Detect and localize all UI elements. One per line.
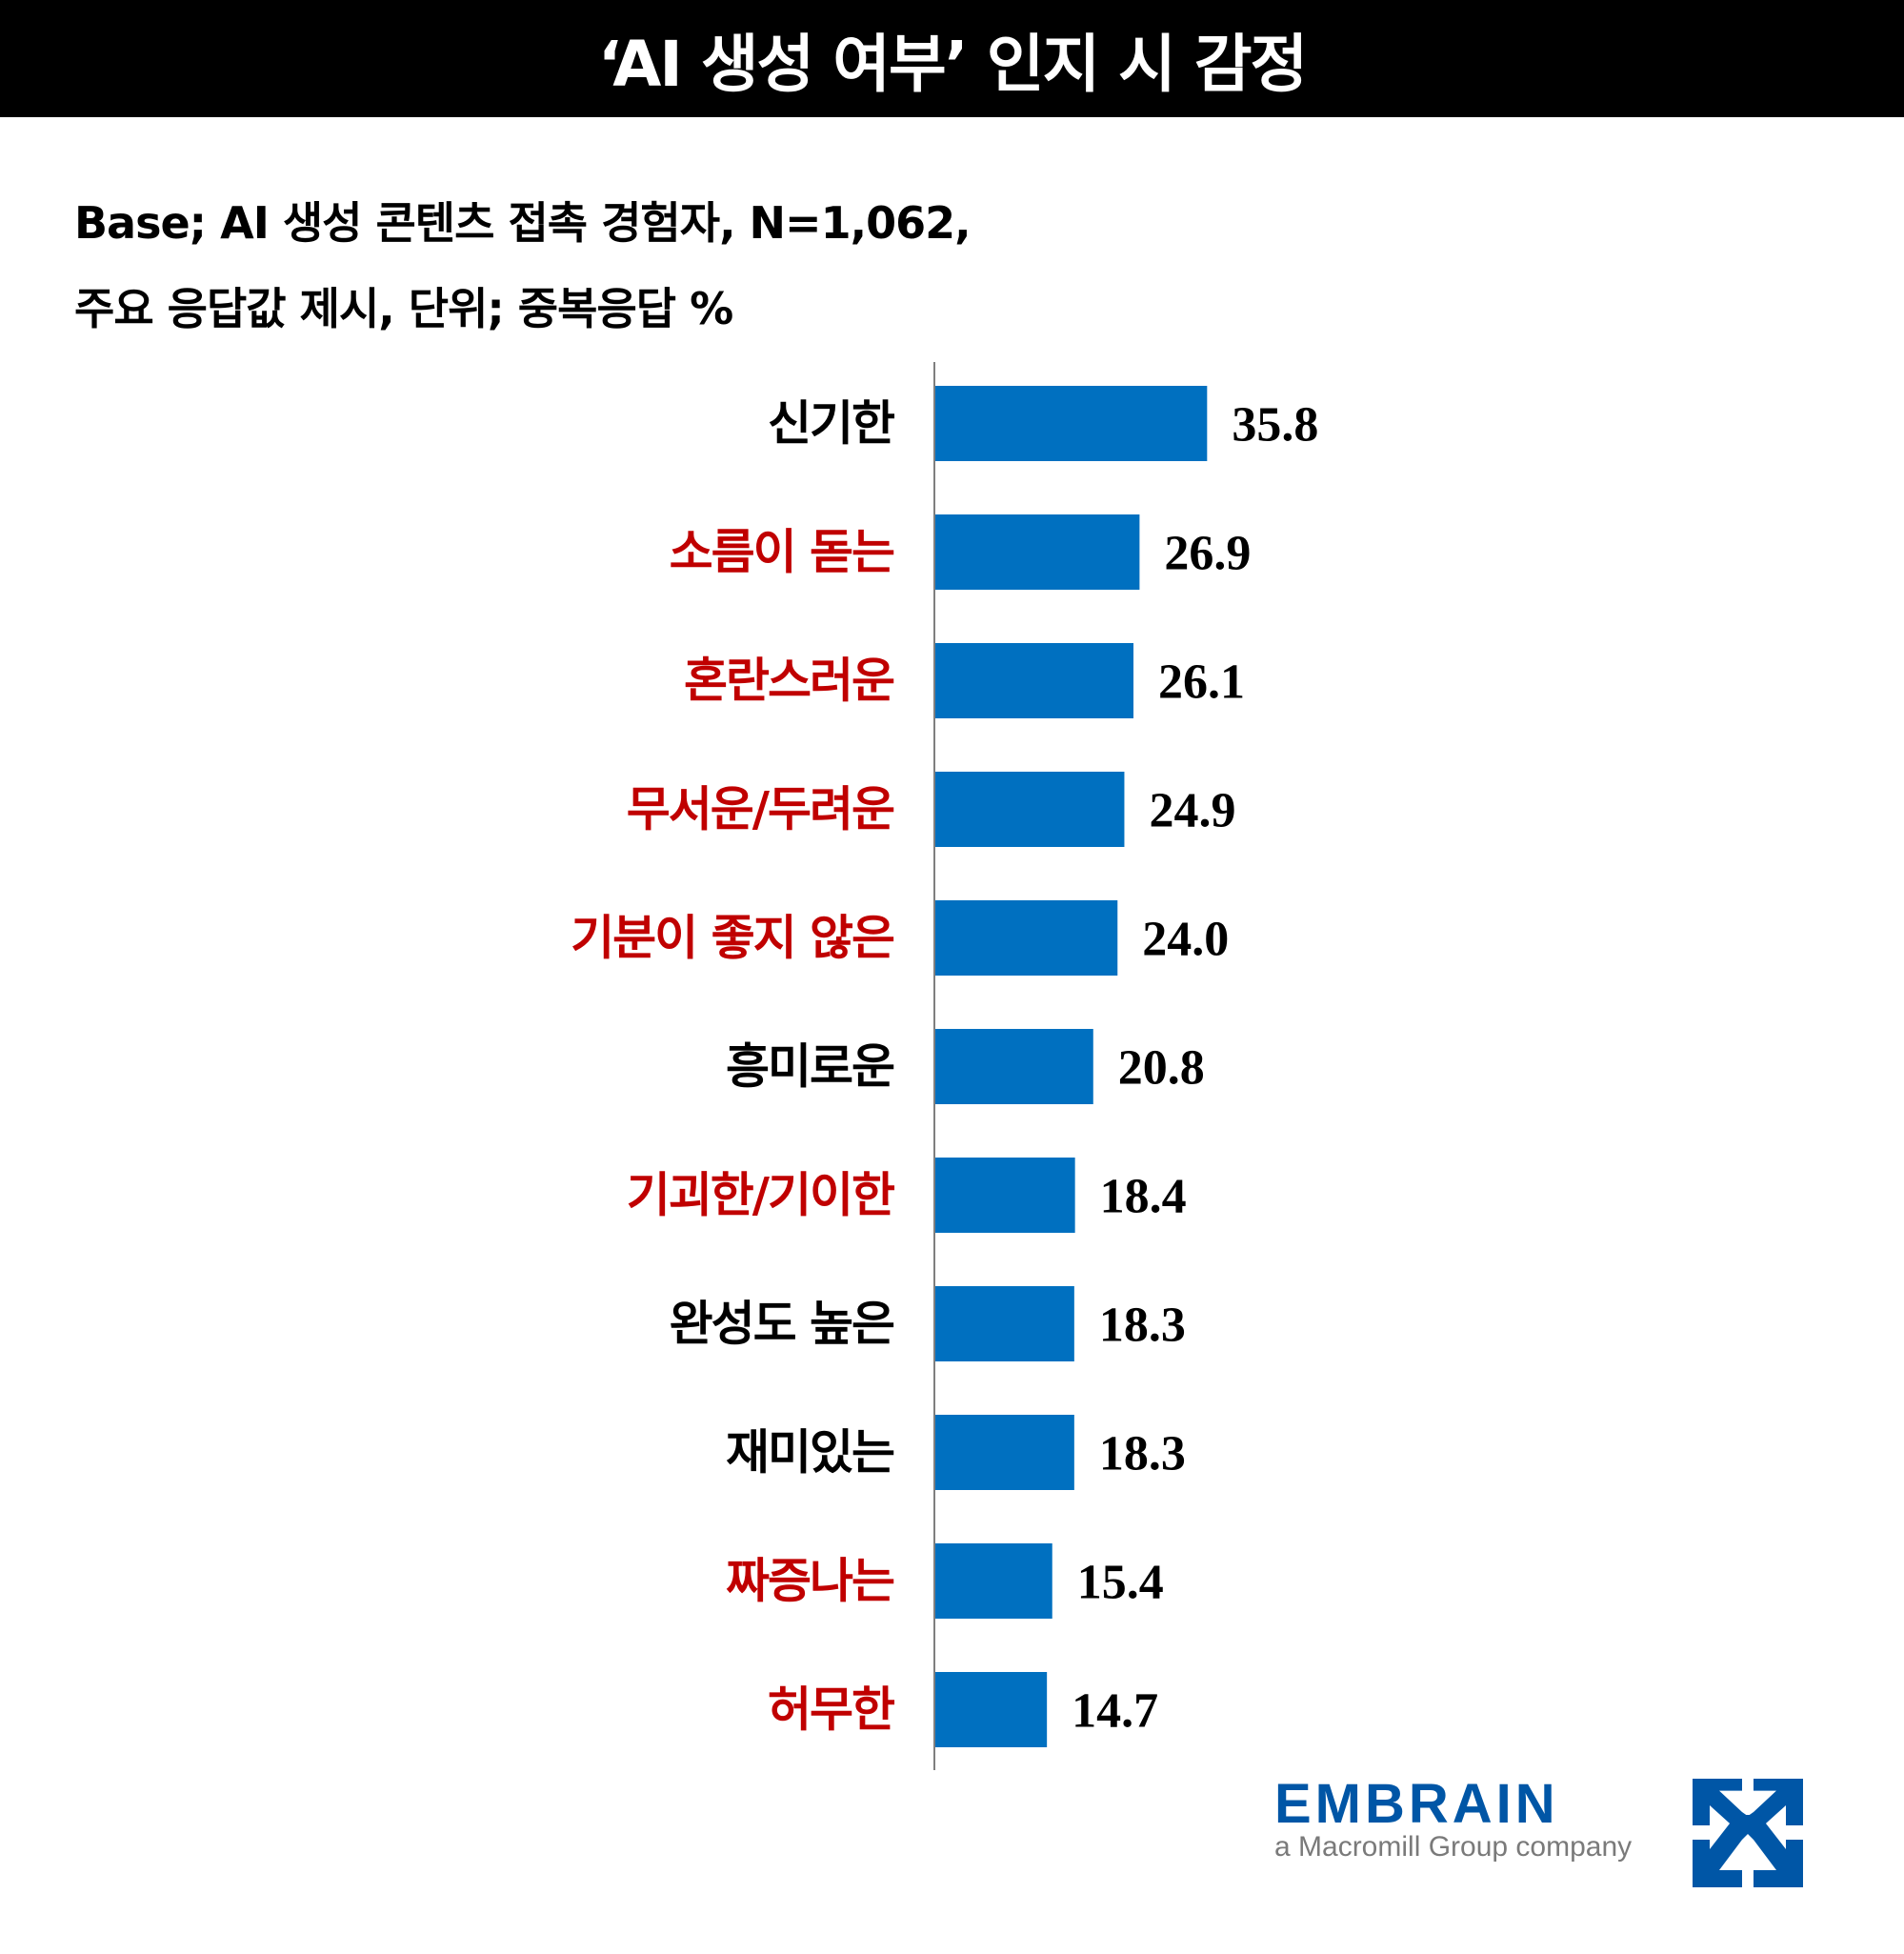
- value-label: 24.9: [1149, 784, 1235, 838]
- embrain-logo-text: EMBRAIN: [1274, 1773, 1559, 1835]
- category-label: 기괴한/기이한: [627, 1168, 895, 1223]
- category-label: 신기한: [768, 396, 895, 452]
- value-label: 18.3: [1099, 1427, 1186, 1481]
- category-label: 흥미로운: [726, 1039, 894, 1095]
- bar: [935, 1158, 1075, 1233]
- value-label: 14.7: [1072, 1684, 1158, 1739]
- bar: [935, 772, 1125, 847]
- category-label: 무서운/두려운: [627, 782, 894, 837]
- category-label: 완성도 높은: [670, 1297, 894, 1352]
- bar: [935, 386, 1208, 461]
- category-label: 기분이 좋지 않은: [571, 911, 894, 966]
- base-note: Base; AI 생성 콘텐츠 접촉 경험자, N=1,062,: [74, 197, 972, 249]
- category-label: 짜증나는: [726, 1554, 894, 1609]
- value-label: 26.9: [1164, 527, 1251, 581]
- embrain-logo-icon: [1693, 1779, 1803, 1887]
- value-label: 18.4: [1100, 1170, 1187, 1224]
- category-label: 혼란스러운: [684, 654, 894, 709]
- embrain-logo-tagline: a Macromill Group company: [1274, 1831, 1633, 1863]
- bar: [935, 1672, 1048, 1747]
- bar: [935, 1286, 1074, 1361]
- category-label: 소름이 돋는: [670, 525, 894, 580]
- value-label: 18.3: [1099, 1299, 1186, 1353]
- category-label: 허무한: [768, 1682, 895, 1738]
- value-label: 35.8: [1232, 398, 1318, 453]
- bar: [935, 900, 1118, 976]
- value-label: 24.0: [1142, 913, 1229, 967]
- chart-title-bar: ‘AI 생성 여부’ 인지 시 감정: [0, 0, 1904, 117]
- unit-note: 주요 응답값 제시, 단위; 중복응답 %: [74, 283, 733, 334]
- value-label: 26.1: [1158, 655, 1245, 710]
- chart-title: ‘AI 생성 여부’ 인지 시 감정: [597, 27, 1309, 101]
- bar: [935, 1415, 1074, 1490]
- bar: [935, 1029, 1093, 1104]
- bar: [935, 643, 1134, 718]
- category-label: 재미있는: [726, 1425, 894, 1481]
- bar: [935, 1543, 1052, 1619]
- bar: [935, 514, 1140, 590]
- value-label: 15.4: [1077, 1556, 1164, 1610]
- value-label: 20.8: [1118, 1041, 1205, 1096]
